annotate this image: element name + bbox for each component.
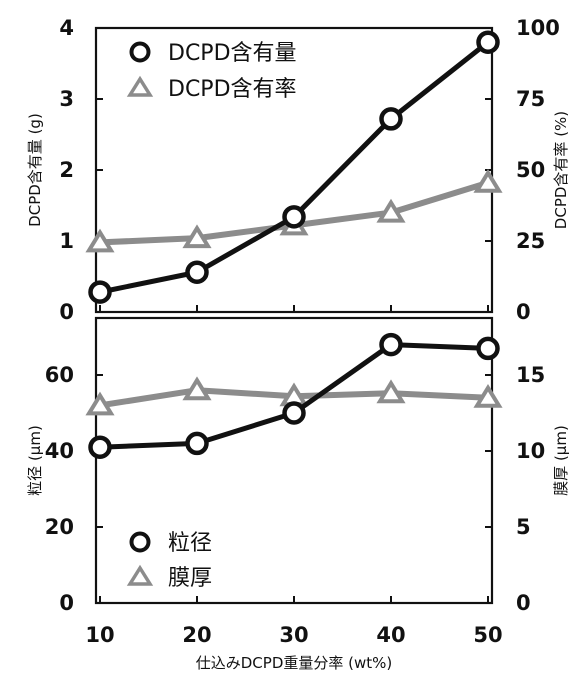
y-tick-label: 4 (59, 16, 74, 40)
data-point-circle (91, 438, 110, 457)
y-axis-label: 粒径 (μm) (26, 425, 44, 496)
y-tick-label: 40 (45, 439, 74, 463)
data-point-triangle (477, 173, 499, 191)
x-tick-label: 50 (473, 623, 502, 647)
data-point-circle (382, 335, 401, 354)
y2-tick-label: 0 (516, 300, 531, 324)
data-point-triangle (477, 388, 499, 406)
legend-label: DCPD含有量 (168, 41, 297, 66)
data-point-triangle (380, 203, 402, 221)
y-tick-label: 0 (59, 300, 74, 324)
data-point-circle (382, 109, 401, 128)
data-point-circle (285, 404, 304, 423)
y-tick-label: 20 (45, 515, 74, 539)
y2-tick-label: 0 (516, 591, 531, 615)
legend-label: 膜厚 (168, 566, 212, 591)
x-tick-label: 30 (279, 623, 308, 647)
data-point-triangle (186, 228, 208, 246)
data-point-triangle (89, 232, 111, 250)
y2-tick-label: 75 (516, 87, 545, 111)
y2-tick-label: 5 (516, 515, 531, 539)
y-tick-label: 60 (45, 363, 74, 387)
legend-marker-circle (132, 44, 149, 61)
data-point-circle (479, 339, 498, 358)
y-tick-label: 3 (59, 87, 74, 111)
plot-frame (96, 28, 492, 312)
legend-marker-circle (132, 534, 149, 551)
data-point-circle (91, 283, 110, 302)
y2-axis-label: 膜厚 (μm) (552, 425, 570, 496)
x-tick-label: 40 (376, 623, 405, 647)
legend-label: DCPD含有率 (168, 77, 297, 102)
data-point-circle (188, 434, 207, 453)
y-tick-label: 1 (59, 229, 74, 253)
y2-tick-label: 50 (516, 158, 545, 182)
y-tick-label: 0 (59, 591, 74, 615)
y2-axis-label: DCPD含有率 (%) (552, 111, 570, 229)
data-point-triangle (89, 395, 111, 413)
data-point-circle (188, 263, 207, 282)
legend-marker-triangle (130, 79, 150, 95)
legend-marker-triangle (130, 568, 150, 584)
data-point-circle (285, 207, 304, 226)
y-tick-label: 2 (59, 158, 74, 182)
data-point-triangle (380, 383, 402, 401)
y2-tick-label: 25 (516, 229, 545, 253)
y-axis-label: DCPD含有量 (g) (26, 113, 44, 227)
x-tick-label: 10 (85, 623, 114, 647)
plot-frame (96, 318, 492, 603)
y2-tick-label: 15 (516, 363, 545, 387)
data-point-circle (479, 33, 498, 52)
x-tick-label: 20 (182, 623, 211, 647)
y2-tick-label: 100 (516, 16, 560, 40)
legend-label: 粒径 (168, 531, 212, 556)
y2-tick-label: 10 (516, 439, 545, 463)
x-axis-label: 仕込みDCPD重量分率 (wt%) (196, 654, 393, 672)
data-point-triangle (186, 380, 208, 398)
